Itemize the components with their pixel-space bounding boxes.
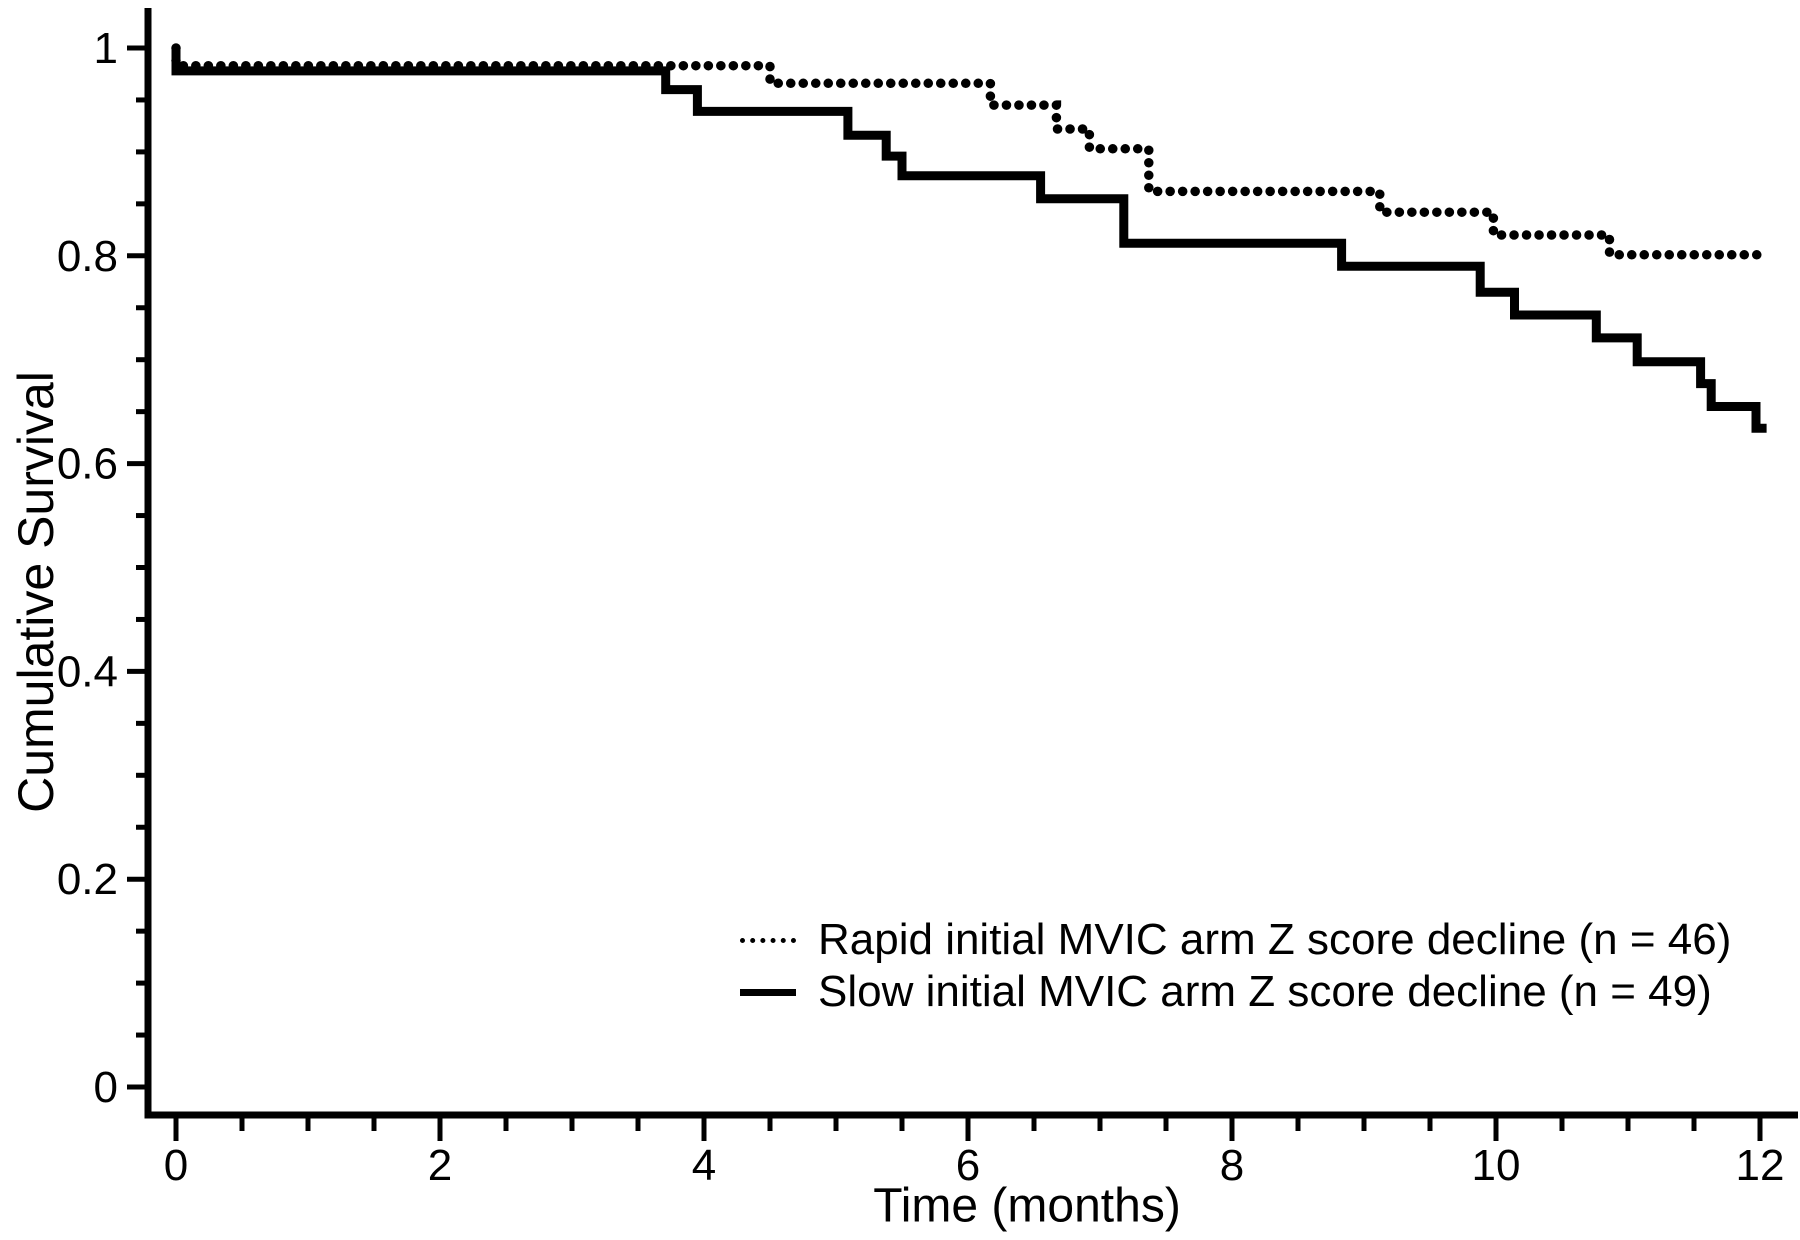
x-tick-label: 8 (1220, 1141, 1244, 1190)
y-tick-label: 0.6 (57, 440, 118, 489)
x-tick-label: 10 (1472, 1141, 1521, 1190)
y-tick-label: 0.2 (57, 855, 118, 904)
x-tick-label: 12 (1736, 1141, 1785, 1190)
x-tick-label: 6 (956, 1141, 980, 1190)
y-axis-title: Cumulative Survival (8, 371, 64, 813)
legend: Rapid initial MVIC arm Z score decline (… (740, 914, 1731, 1018)
dotted-line-sample-icon (740, 937, 796, 943)
series-dotted-curve (171, 43, 1768, 260)
x-tick-label: 2 (428, 1141, 452, 1190)
y-tick-label: 0.4 (57, 647, 118, 696)
legend-item-slow: Slow initial MVIC arm Z score decline (n… (740, 966, 1731, 1018)
legend-item-rapid: Rapid initial MVIC arm Z score decline (… (740, 914, 1731, 966)
y-tick-label: 1 (94, 24, 118, 73)
y-tick-label: 0 (94, 1063, 118, 1112)
legend-label-rapid: Rapid initial MVIC arm Z score decline (… (818, 915, 1732, 964)
x-tick-label: 4 (692, 1141, 716, 1190)
series-solid-curve (171, 48, 1767, 433)
x-tick-label: 0 (164, 1141, 188, 1190)
x-axis-title: Time (months) (873, 1179, 1181, 1233)
y-tick-label: 0.8 (57, 232, 118, 281)
legend-label-slow: Slow initial MVIC arm Z score decline (n… (818, 967, 1712, 1016)
solid-line-sample-icon (740, 988, 796, 996)
